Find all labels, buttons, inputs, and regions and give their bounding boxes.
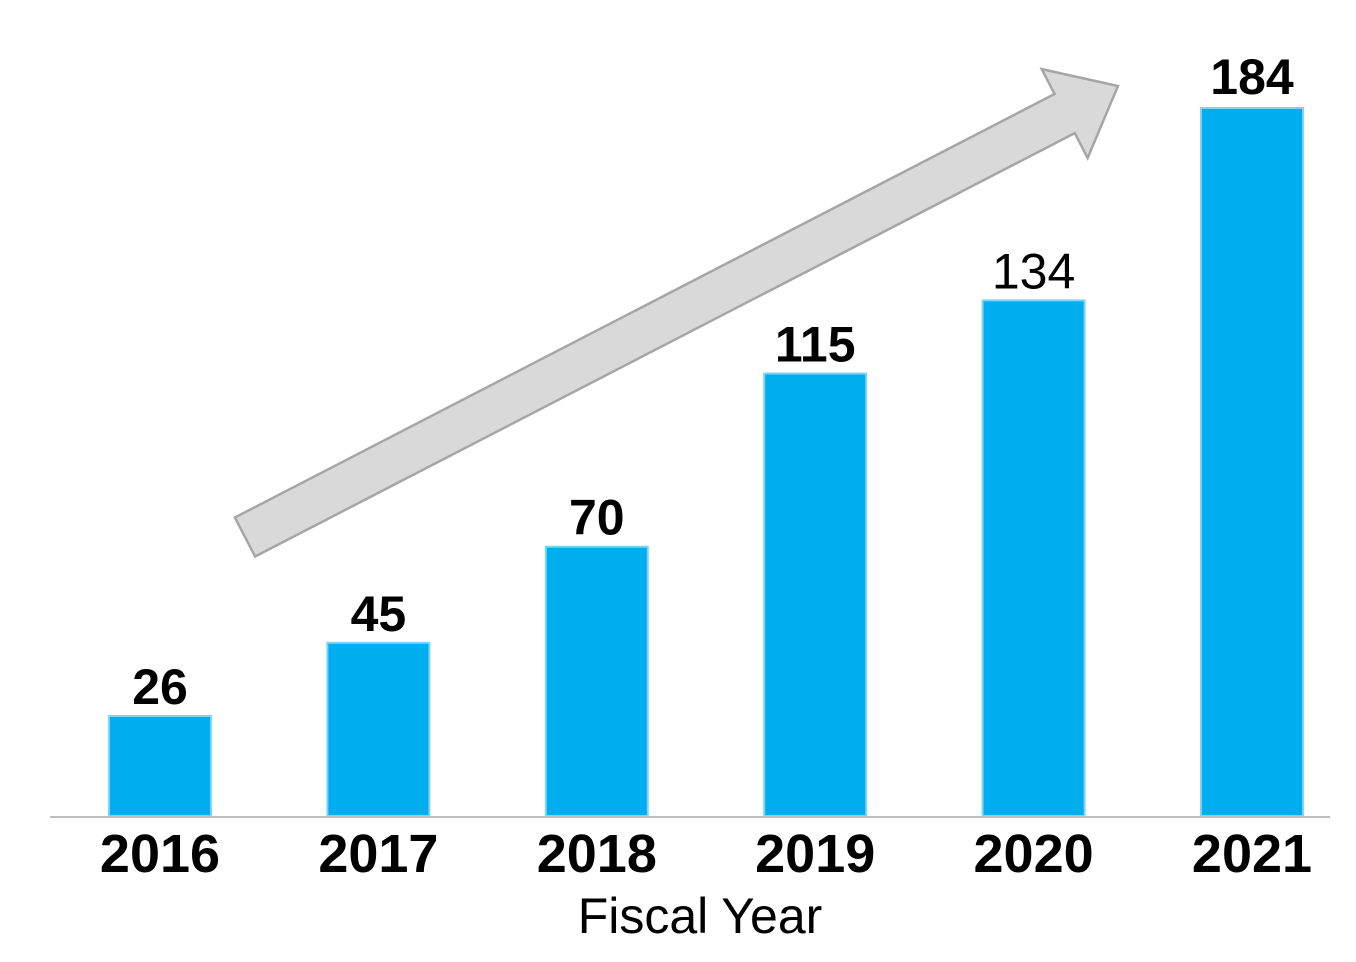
data-label-2016: 26 [132, 659, 188, 715]
data-label-2019: 115 [775, 317, 856, 373]
data-label-2018: 70 [569, 490, 625, 546]
x-tick-label-2020: 2020 [974, 824, 1094, 884]
bar-2016 [108, 715, 212, 817]
data-label-2021: 184 [1210, 49, 1294, 105]
bars-layer [108, 107, 1304, 817]
x-tick-labels-layer: 2016 2017 2018 2019 2020 2021 [100, 824, 1312, 884]
x-axis-title: Fiscal Year [578, 888, 823, 944]
trend-arrow-layer [233, 67, 1120, 559]
x-tick-label-2021: 2021 [1192, 824, 1312, 884]
bar-2020 [981, 299, 1086, 817]
bar-2021 [1200, 107, 1304, 817]
x-tick-label-2019: 2019 [755, 824, 875, 884]
bar-2018 [544, 545, 649, 817]
bar-2017 [326, 641, 431, 817]
bar-2019 [763, 372, 868, 817]
data-label-2020: 134 [992, 243, 1075, 299]
x-tick-label-2017: 2017 [318, 824, 438, 884]
trend-arrow [233, 67, 1120, 559]
data-label-2017: 45 [351, 586, 407, 642]
x-tick-label-2018: 2018 [537, 824, 657, 884]
x-tick-label-2016: 2016 [100, 824, 220, 884]
data-labels-layer: 26 45 70 115 134 184 [132, 49, 1294, 715]
